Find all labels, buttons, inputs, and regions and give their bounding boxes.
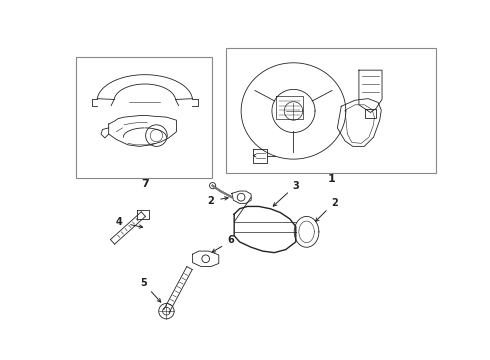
Text: 6: 6	[227, 235, 234, 245]
Text: 7: 7	[141, 179, 149, 189]
Text: 3: 3	[293, 181, 299, 192]
Text: 2: 2	[207, 196, 214, 206]
Text: 2: 2	[331, 198, 338, 208]
Text: 4: 4	[115, 217, 122, 227]
Bar	[76, 57, 212, 178]
Text: 1: 1	[327, 175, 335, 184]
Bar	[226, 48, 436, 173]
Text: 5: 5	[140, 278, 147, 288]
